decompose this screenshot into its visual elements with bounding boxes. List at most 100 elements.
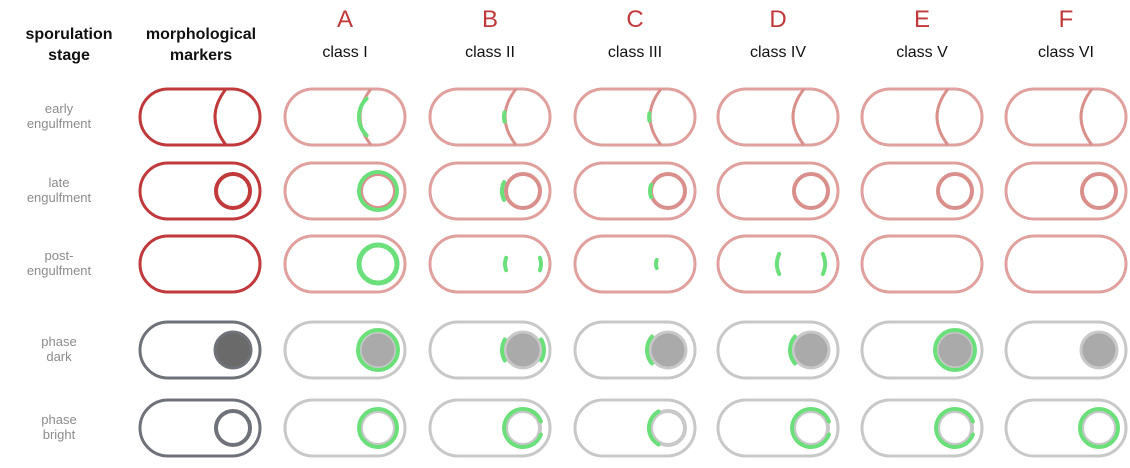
spore-bright	[936, 409, 974, 447]
green-marker-arc	[499, 337, 507, 363]
green-marker-arc	[644, 334, 654, 366]
cell-capsule	[138, 161, 262, 221]
cell-capsule	[138, 320, 262, 380]
spore-bright	[792, 409, 830, 447]
cell-capsule	[1004, 320, 1128, 380]
cell-capsule	[138, 87, 262, 147]
cell-capsule	[428, 320, 552, 380]
green-marker-ring	[356, 242, 400, 286]
forespore-ring	[359, 172, 397, 210]
markers-header-line1: morphological	[145, 26, 257, 43]
column-class-label: class IV	[749, 44, 806, 61]
cell-capsule	[138, 234, 262, 294]
row-label-line2: dark	[46, 349, 72, 364]
green-marker-arc	[539, 337, 547, 363]
septum-curve	[648, 88, 663, 146]
green-marker-ring	[357, 407, 399, 449]
markers-header-line2: markers	[169, 47, 233, 64]
green-marker-arc	[820, 251, 828, 277]
green-marker-arc	[537, 255, 543, 273]
septum-curve	[935, 88, 950, 146]
cell-capsule	[283, 320, 407, 380]
row-label: post-engulfment	[0, 248, 118, 278]
forespore-ring	[936, 172, 974, 210]
row-label-line2: engulfment	[26, 263, 92, 278]
green-marker-arc	[648, 182, 654, 200]
green-marker-arc	[774, 251, 782, 277]
forespore-ring	[1080, 172, 1118, 210]
row-label-line2: bright	[42, 427, 76, 442]
cell-capsule	[428, 234, 552, 294]
column-letter-d: D	[769, 6, 787, 33]
cell-capsule	[716, 87, 840, 147]
green-marker-ring	[357, 170, 399, 212]
spore-dark	[935, 330, 975, 370]
spore-bright	[1080, 409, 1118, 447]
cell-capsule	[1004, 398, 1128, 458]
column-letter-b: B	[481, 6, 498, 33]
forespore-ring	[792, 172, 830, 210]
green-marker-arc	[787, 334, 797, 366]
green-marker-ring	[356, 328, 400, 372]
septum-curve	[791, 88, 806, 146]
spore-dark	[503, 330, 543, 370]
stage-header: sporulation stage	[4, 24, 134, 66]
cell-capsule	[573, 398, 697, 458]
cell-capsule	[860, 161, 984, 221]
septum-curve	[1079, 88, 1094, 146]
septum-curve	[503, 88, 518, 146]
green-marker-arc	[934, 407, 975, 449]
row-label-line1: early	[44, 101, 74, 116]
spore-bright	[649, 409, 687, 447]
spore-bright	[359, 409, 397, 447]
green-marker-ring	[933, 328, 977, 372]
cell-capsule	[860, 234, 984, 294]
cell-capsule	[1004, 234, 1128, 294]
green-marker-arc	[503, 255, 509, 273]
row-label: phase dark	[0, 334, 118, 364]
cell-capsule	[428, 161, 552, 221]
forespore-ring	[504, 172, 542, 210]
spore-dark	[791, 330, 831, 370]
row-label-line1: phase	[41, 334, 77, 349]
cell-capsule	[1004, 87, 1128, 147]
cell-capsule	[860, 87, 984, 147]
cell-capsule	[860, 320, 984, 380]
column-letter-e: E	[913, 6, 930, 33]
cell-capsule	[716, 161, 840, 221]
column-class-label: class II	[465, 44, 515, 61]
green-marker-arc	[356, 96, 369, 138]
green-marker-arc	[502, 407, 543, 449]
column-class-label: class I	[322, 44, 368, 61]
green-marker-arc	[653, 257, 659, 271]
cell-capsule	[573, 320, 697, 380]
cell-capsule	[716, 320, 840, 380]
cell-capsule	[428, 87, 552, 147]
green-marker-arc	[646, 409, 661, 447]
stage-header-line2: stage	[48, 47, 90, 64]
markers-header: morphological markers	[136, 24, 266, 66]
cell-capsule	[283, 398, 407, 458]
cell-capsule	[573, 234, 697, 294]
column-letter-a: A	[336, 6, 353, 33]
cell-capsule	[716, 234, 840, 294]
cell-capsule	[860, 398, 984, 458]
green-marker-arc	[790, 407, 831, 449]
stage-header-line1: sporulation	[25, 26, 113, 43]
cell-capsule	[428, 398, 552, 458]
row-label-line1: post-	[44, 248, 74, 263]
row-label-line2: engulfment	[26, 116, 92, 131]
spore-dark	[648, 330, 688, 370]
cell-capsule	[138, 398, 262, 458]
spore-bright	[214, 409, 252, 447]
row-label-line2: engulfment	[26, 190, 92, 205]
septum-curve	[213, 88, 228, 146]
spore-bright	[504, 409, 542, 447]
row-label-line1: phase	[41, 412, 77, 427]
cell-capsule	[283, 161, 407, 221]
cell-capsule	[573, 161, 697, 221]
row-label-line1: late	[48, 175, 70, 190]
green-marker-ring	[1078, 407, 1120, 449]
row-label: late engulfment	[0, 175, 118, 205]
